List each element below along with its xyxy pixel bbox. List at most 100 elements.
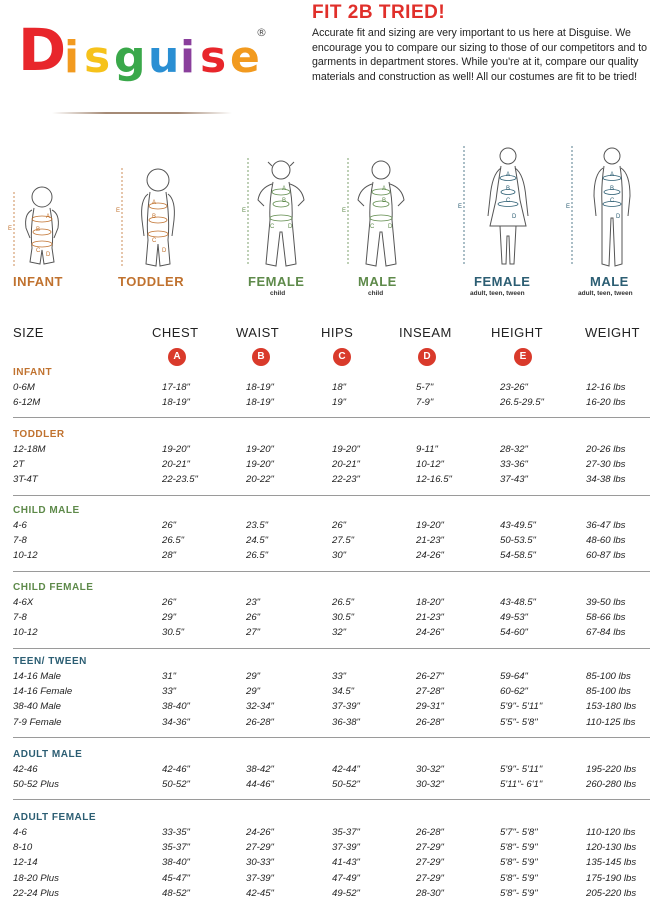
badge-d: D — [418, 348, 436, 366]
cell-waist: 20-22" — [246, 474, 274, 486]
cell-hips: 49-52" — [332, 887, 360, 899]
cell-size: 50-52 Plus — [13, 779, 59, 791]
cell-size: 14-16 Male — [13, 671, 61, 682]
cell-waist: 42-45" — [246, 887, 274, 899]
child-male-marker-c: C — [370, 224, 375, 230]
cell-waist: 27-29" — [246, 842, 274, 854]
cell-size: 4-6 — [13, 520, 27, 531]
cell-height: 5'8"- 5'9" — [500, 842, 538, 854]
intro-title: FIT 2B TRIED! — [312, 2, 446, 23]
header-hips: HIPS — [321, 325, 354, 340]
adult-female-marker-c: C — [506, 198, 511, 204]
cell-hips: 32" — [332, 627, 347, 639]
cell-inseam: 19-20" — [416, 520, 444, 531]
cell-weight: 60-87 lbs — [586, 550, 626, 562]
disguise-logo: Di s g u i s e® — [18, 16, 267, 84]
table-row: 4-6 26" 23.5" 26" 19-20" 43-49.5" 36-47 lbs — [0, 520, 660, 533]
cell-waist: 24-26" — [246, 827, 274, 838]
cell-size: 22-24 Plus — [13, 887, 59, 899]
adult-female-marker-d: D — [512, 214, 517, 220]
figure-child-male-label: MALE — [358, 274, 397, 289]
figure-toddler-label: TODDLER — [118, 274, 185, 289]
table-row: 0-6M 17-18" 18-19" 18" 5-7" 23-26" 12-16 lbs — [0, 382, 660, 395]
cell-hips: 20-21" — [332, 459, 360, 471]
intro-text: Accurate fit and sizing are very importa… — [312, 27, 648, 83]
infant-silhouette: A B C D E — [8, 186, 59, 266]
table-row: 22-24 Plus 48-52" 42-45" 49-52" 28-30" 5'8"- … — [0, 888, 660, 900]
table-row: 12-14 38-40" 30-33" 41-43" 27-29" 5'8"- 5'9" 1… — [0, 857, 660, 870]
header-size: SIZE — [13, 325, 44, 340]
cell-height: 23-26" — [500, 382, 528, 393]
badge-c: C — [333, 348, 351, 366]
cell-size: 7-9 Female — [13, 716, 62, 728]
logo-letter: g — [114, 32, 146, 83]
cell-weight: 39-50 lbs — [586, 597, 626, 608]
cell-weight: 36-47 lbs — [586, 520, 626, 531]
cell-chest: 29" — [162, 612, 177, 624]
badge-b: B — [252, 348, 270, 366]
infant-marker-b: B — [36, 227, 40, 233]
cell-inseam: 10-12" — [416, 459, 444, 471]
table-row: 4-6 33-35" 24-26" 35-37" 26-28" 5'7"- 5'8" 110… — [0, 827, 660, 840]
cell-hips: 19-20" — [332, 444, 360, 455]
cell-chest: 17-18" — [162, 382, 190, 393]
cell-chest: 18-19" — [162, 397, 190, 409]
adult-male-marker-b: B — [610, 186, 614, 192]
cell-hips: 37-39" — [332, 842, 360, 854]
section-title: CHILD FEMALE — [13, 582, 94, 593]
cell-height: 43-49.5" — [500, 520, 536, 531]
cell-chest: 38-40" — [162, 701, 190, 713]
logo-letter: s — [84, 32, 110, 83]
cell-inseam: 27-29" — [416, 857, 444, 869]
cell-size: 10-12 — [13, 550, 38, 562]
section-title: TODDLER — [13, 429, 65, 440]
logo-letter: i — [64, 32, 79, 83]
cell-size: 2T — [13, 459, 25, 471]
cell-hips: 22-23" — [332, 474, 360, 486]
cell-size: 4-6 — [13, 827, 27, 838]
cell-waist: 30-33" — [246, 857, 274, 869]
toddler-marker-b: B — [152, 214, 156, 220]
cell-height: 60-62" — [500, 686, 528, 698]
cell-height: 54-60" — [500, 627, 528, 639]
badge-a: A — [168, 348, 186, 366]
cell-height: 49-53" — [500, 612, 528, 624]
child-female-marker-b: B — [282, 198, 286, 204]
registered-mark: ® — [256, 26, 267, 39]
section-title: ADULT FEMALE — [13, 812, 97, 823]
infant-marker-c: C — [36, 248, 41, 254]
cell-chest: 31" — [162, 671, 177, 682]
cell-hips: 30.5" — [332, 612, 355, 624]
cell-hips: 26.5" — [332, 597, 355, 608]
cell-waist: 26-28" — [246, 716, 274, 728]
adult-male-marker-a: A — [610, 172, 614, 178]
cell-height: 5'5"- 5'8" — [500, 716, 538, 728]
cell-height: 50-53.5" — [500, 535, 536, 547]
cell-size: 18-20 Plus — [13, 872, 59, 884]
cell-weight: 58-66 lbs — [586, 612, 626, 624]
cell-inseam: 18-20" — [416, 597, 444, 608]
table-row: 38-40 Male 38-40" 32-34" 37-39" 29-31" 5'9"- … — [0, 701, 660, 714]
table-row: 7-8 26.5" 24.5" 27.5" 21-23" 50-53.5" 48-60 lb… — [0, 535, 660, 548]
child-male-marker-a: A — [382, 186, 386, 192]
cell-hips: 47-49" — [332, 872, 360, 884]
cell-height: 33-36" — [500, 459, 528, 471]
adult-male-marker-c: C — [610, 198, 615, 204]
section-title: TEEN/ TWEEN — [13, 656, 87, 667]
section-divider — [13, 736, 650, 738]
cell-height: 5'8"- 5'9" — [500, 857, 538, 869]
cell-height: 5'7"- 5'8" — [500, 827, 538, 838]
cell-hips: 36-38" — [332, 716, 360, 728]
cell-chest: 19-20" — [162, 444, 190, 455]
cell-waist: 29" — [246, 686, 261, 698]
figure-adult-male-sub: adult, teen, tween — [578, 290, 633, 297]
cell-height: 28-32" — [500, 444, 528, 455]
cell-waist: 26" — [246, 612, 261, 624]
cell-inseam: 27-29" — [416, 842, 444, 854]
figure-adult-female-sub: adult, teen, tween — [470, 290, 525, 297]
cell-waist: 23" — [246, 597, 261, 608]
cell-chest: 22-23.5" — [162, 474, 198, 486]
cell-hips: 27.5" — [332, 535, 355, 547]
cell-hips: 42-44" — [332, 764, 360, 775]
section-title: INFANT — [13, 367, 53, 378]
